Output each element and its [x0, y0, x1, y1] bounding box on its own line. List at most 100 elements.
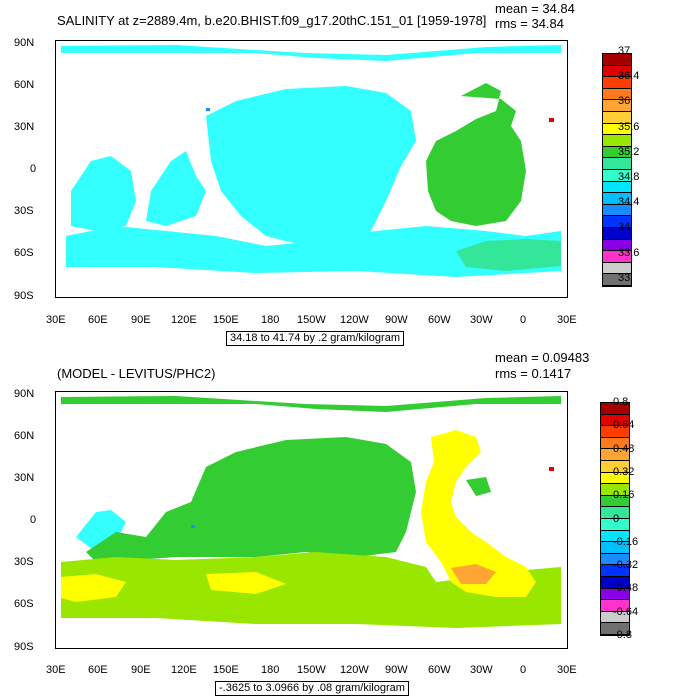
panel1-lon-30e-left: 30E [46, 314, 66, 326]
panel1-indian-ocean-east [146, 151, 206, 226]
panel2-labelbar-label: -0.16 [613, 535, 639, 548]
panel1-rms: rms = 34.84 [495, 16, 565, 31]
panel2-labelbar-swatch [601, 623, 629, 635]
panel2-labelbar-swatch [601, 403, 629, 415]
panel1-labelbar-swatch [603, 100, 631, 112]
panel1-mean: mean = 34.84 [495, 1, 575, 16]
panel1-lat-60n: 60N [14, 79, 35, 91]
panel2-map [55, 391, 568, 649]
panel1-labelbar-swatch [603, 216, 631, 228]
panel2-labelbar-label: -0.48 [613, 582, 639, 595]
panel2-lat-60s: 60S [14, 598, 34, 610]
panel1-labelbar-swatch [603, 239, 631, 252]
panel1-red-spot [549, 118, 554, 122]
panel1-indian-ocean-west [71, 156, 136, 231]
panel2-lat-60n: 60N [14, 430, 35, 442]
panel2-labelbar-label: 0.64 [613, 419, 635, 432]
panel2-labelbar-swatch [601, 553, 629, 566]
panel2-labelbar-label: -0.8 [613, 629, 632, 641]
panel1-range-label: 34.18 to 41.74 by .2 gram/kilogram [226, 331, 404, 346]
panel1-lon-60w: 60W [428, 314, 451, 326]
panel1-lat-90s: 90S [14, 290, 34, 302]
panel1-lon-60e: 60E [88, 314, 108, 326]
panel1-labelbar-swatch [603, 123, 631, 136]
panel2-south-atlantic-orange [451, 564, 496, 584]
panel1-labelbar-swatch [603, 251, 631, 263]
panel2-labelbar-swatch [601, 588, 629, 601]
panel1-labelbar-label: 33 [618, 271, 631, 284]
panel2-map-svg [61, 396, 561, 628]
panel1-labelbar-swatch [603, 169, 631, 182]
panel1-atlantic-ocean [426, 83, 526, 226]
panel1-pacific-ocean [206, 86, 416, 246]
panel2-labelbar-swatch [601, 426, 629, 438]
panel2-mean: mean = 0.09483 [495, 350, 590, 365]
panel1-labelbar-swatch [603, 193, 631, 205]
panel1-labelbar-swatch [603, 88, 631, 101]
panel1-map-svg [61, 45, 561, 277]
panel1-labelbar-label: 36.4 [618, 70, 640, 83]
panel2-lon-60e: 60E [88, 664, 108, 676]
panel1-labelbar-label: 34.4 [618, 196, 640, 209]
panel1-labelbar-label: 37 [618, 45, 631, 57]
panel2-lat-0: 0 [30, 514, 37, 526]
panel1-lat-30n: 30N [14, 121, 35, 133]
panel1-labelbar-swatch [603, 204, 631, 217]
panel1-labelbar-swatch [603, 158, 631, 170]
panel1-lon-180: 180 [261, 314, 280, 326]
panel2-labelbar-swatch [601, 611, 629, 624]
panel1-lon-150e: 150E [213, 314, 239, 326]
panel2-lon-150e: 150E [213, 664, 239, 676]
panel1-lon-90e: 90E [131, 314, 151, 326]
panel1-labelbar-label: 35.2 [618, 145, 640, 158]
panel2-labelbar-swatch [601, 484, 629, 496]
panel2-labelbar-label: -0.32 [613, 559, 639, 572]
panel2-labelbar-label: 0 [613, 512, 620, 525]
panel1-lon-120e: 120E [171, 314, 197, 326]
panel2-blue-spot [191, 525, 195, 528]
panel2-labelbar-label: -0.64 [613, 605, 639, 618]
panel2-yellow-patch-west [61, 574, 126, 602]
panel2-southern-band [61, 552, 561, 628]
panel2-lat-90s: 90S [14, 641, 34, 653]
panel1-lat-0: 0 [30, 163, 37, 175]
panel2-labelbar-label: 0.8 [613, 396, 629, 408]
panel1-lat-60s: 60S [14, 247, 34, 259]
panel1-labelbar-label: 35.6 [618, 120, 640, 133]
panel2-lon-120w: 120W [340, 664, 369, 676]
panel2-labelbar-swatch [601, 449, 629, 461]
panel1-lon-150w: 150W [297, 314, 326, 326]
panel1-title: SALINITY at z=2889.4m, b.e20.BHIST.f09_g… [57, 13, 487, 28]
panel2-labelbar-swatch [601, 507, 629, 519]
panel1-labelbar-label: 36 [618, 95, 631, 108]
panel1-arctic-ocean [61, 45, 561, 61]
panel2-lon-180: 180 [261, 664, 280, 676]
panel1-labelbar [602, 53, 632, 287]
panel2-red-spot [549, 467, 554, 471]
panel2-lon-30e-left: 30E [46, 664, 66, 676]
panel2-lon-120e: 120E [171, 664, 197, 676]
panel2-labelbar-swatch [601, 472, 629, 485]
panel1-blue-spot [206, 108, 210, 111]
panel2-labelbar-swatch [601, 600, 629, 612]
panel1-map [55, 40, 568, 298]
panel1-labelbar-swatch [603, 227, 631, 240]
panel2-lon-90w: 90W [385, 664, 408, 676]
panel2-atlantic-ocean [421, 430, 536, 597]
panel1-labelbar-swatch [603, 65, 631, 78]
panel1-labelbar-swatch [603, 262, 631, 275]
panel2-labelbar-swatch [601, 414, 629, 427]
panel1-lat-30s: 30S [14, 205, 34, 217]
panel2-indo-pacific [86, 437, 416, 562]
panel2-lon-60w: 60W [428, 664, 451, 676]
panel2-rms: rms = 0.1417 [495, 366, 572, 381]
panel2-labelbar-swatch [601, 576, 629, 589]
panel1-labelbar-swatch [603, 181, 631, 194]
panel1-lat-90n: 90N [14, 37, 35, 49]
panel2-labelbar-swatch [601, 460, 629, 473]
panel2-lon-30e-right: 30E [557, 664, 577, 676]
panel2-arctic-ocean [61, 396, 561, 412]
panel2-labelbar-swatch [601, 565, 629, 577]
panel1-lon-30w: 30W [470, 314, 493, 326]
panel2-lon-150w: 150W [297, 664, 326, 676]
